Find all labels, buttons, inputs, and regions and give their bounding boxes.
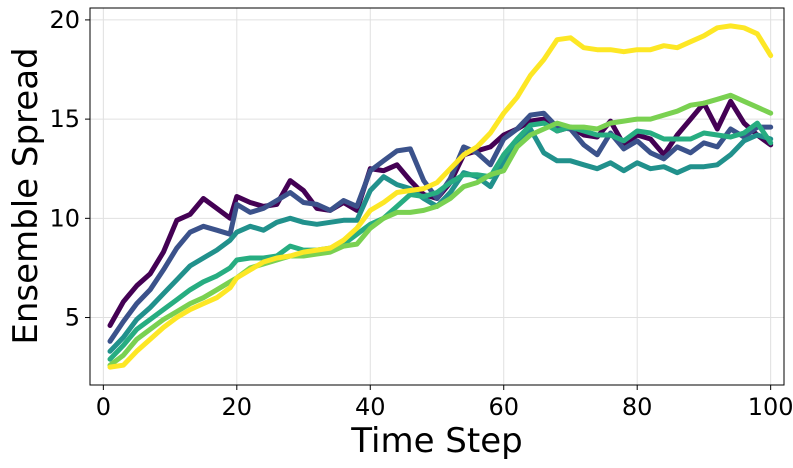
y-tick-label: 15	[49, 105, 80, 133]
plot-frame	[89, 7, 785, 386]
x-tick-label: 100	[748, 393, 793, 421]
series-line-4	[107, 120, 774, 362]
x-tick-label: 20	[222, 393, 253, 421]
y-tick-label: 5	[65, 304, 80, 332]
axis-ticks: 0 20 40 60 80 100 5 10 15 20	[49, 6, 793, 421]
x-tick-label: 0	[96, 393, 111, 421]
grid	[90, 8, 784, 385]
x-axis-label: Time Step	[350, 421, 522, 461]
y-tick-label: 20	[49, 6, 80, 34]
y-tick-label: 10	[49, 204, 80, 232]
series-line-2	[107, 110, 774, 344]
x-tick-label: 40	[355, 393, 386, 421]
y-axis-label: Ensemble Spread	[6, 47, 46, 344]
series-line-6	[107, 23, 774, 370]
x-tick-label: 60	[488, 393, 519, 421]
series-lines	[107, 23, 774, 370]
series-line-5	[107, 92, 774, 368]
x-tick-label: 80	[622, 393, 653, 421]
